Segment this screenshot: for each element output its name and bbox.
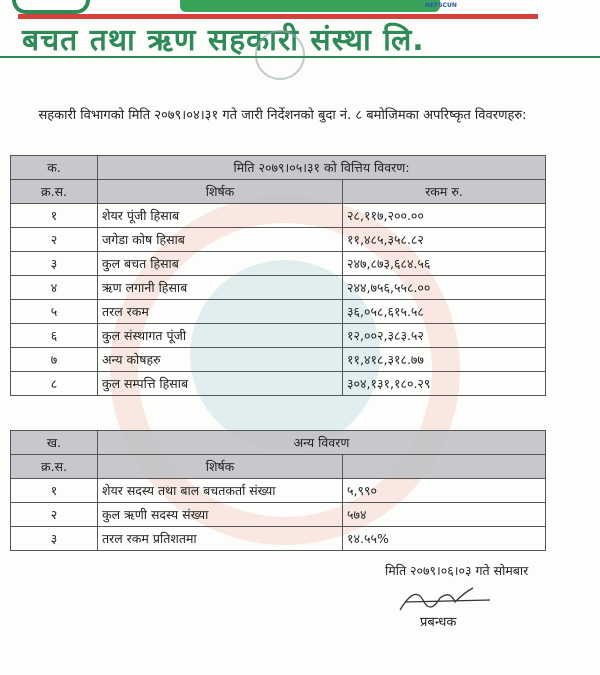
row-sn: २ [10, 502, 98, 527]
table-row: १ शेयर सदस्य तथा बाल बचतकर्ता संख्या ५,९९० [10, 478, 546, 503]
row-value: २४७,८७३,६८४.५६ [342, 251, 546, 276]
row-title: कुल संस्थागत पूंजी [97, 323, 343, 348]
row-title: तरल रकम प्रतिशतमा [97, 526, 343, 551]
row-value: ५७४ [342, 502, 546, 527]
header-value [342, 454, 546, 479]
row-title: ऋण लगानी हिसाब [97, 275, 343, 300]
row-sn: ४ [10, 275, 98, 300]
table-row: ८ कुल सम्पत्ति हिसाब ३०४,१३१,१८०.२९ [10, 371, 546, 396]
row-sn: ५ [10, 299, 98, 324]
table-header-row: क्र.स. शिर्षक रकम रु. [10, 179, 546, 204]
row-sn: ३ [10, 251, 98, 276]
other-details-table: ख. अन्य विवरण क्र.स. शिर्षक १ शेयर सदस्य … [10, 430, 546, 551]
table-title: मिति २०७९।०५।३१ को वित्तिय विवरण: [97, 155, 546, 180]
row-sn: ३ [10, 526, 98, 551]
row-sn: ७ [10, 347, 98, 372]
signature [399, 587, 491, 611]
row-value: ३०४,१३१,१८०.२९ [342, 371, 546, 396]
row-sn: १ [10, 478, 98, 503]
brand-logo-text [180, 0, 440, 12]
table-row: २ जगेडा कोष हिसाब ११,४८५,३५८.८२ [10, 227, 546, 252]
header-title: शिर्षक [97, 454, 343, 479]
row-value: १२,००२,३८३.५२ [342, 323, 546, 348]
financial-statement-table: क. मिति २०७९।०५।३१ को वित्तिय विवरण: क्र… [10, 155, 546, 396]
green-divider [0, 56, 600, 58]
row-value: ११,४१८,३१८.७७ [342, 347, 546, 372]
row-title: जगेडा कोष हिसाब [97, 227, 343, 252]
table-row: ६ कुल संस्थागत पूंजी १२,००२,३८३.५२ [10, 323, 546, 348]
section-label: क. [10, 155, 98, 180]
table-title: अन्य विवरण [97, 430, 546, 455]
header-amount: रकम रु. [342, 179, 546, 204]
header-sn: क्र.स. [10, 454, 98, 479]
table-row: ७ अन्य कोषहरु ११,४१८,३१८.७७ [10, 347, 546, 372]
table-header-row: क्र.स. शिर्षक [10, 454, 546, 479]
row-title: शेयर पूंजी हिसाब [97, 203, 343, 228]
row-title: अन्य कोषहरु [97, 347, 343, 372]
stamp-seal [255, 30, 305, 80]
row-sn: १ [10, 203, 98, 228]
table-row: ३ कुल बचत हिसाब २४७,८७३,६८४.५६ [10, 251, 546, 276]
row-title: तरल रकम [97, 299, 343, 324]
logo-emblem [12, 0, 90, 14]
row-value: २४४,७५६,५५८.०० [342, 275, 546, 300]
table-row: १ शेयर पूंजी हिसाब २८,११७,२००.०० [10, 203, 546, 228]
header-sn: क्र.स. [10, 179, 98, 204]
table-title-row: क. मिति २०७९।०५।३१ को वित्तिय विवरण: [10, 155, 546, 180]
org-name: बचत तथा ऋण सहकारी संस्था लि. [22, 23, 425, 58]
intro-text: सहकारी विभागको मिति २०७९।०४।३१ गते जारी … [38, 108, 527, 123]
row-title: शेयर सदस्य तथा बाल बचतकर्ता संख्या [97, 478, 343, 503]
row-value: ५,९९० [342, 478, 546, 503]
table-row: २ कुल ऋणी सदस्य संख्या ५७४ [10, 502, 546, 527]
row-value: ११,४८५,३५८.८२ [342, 227, 546, 252]
row-sn: ८ [10, 371, 98, 396]
row-title: कुल बचत हिसाब [97, 251, 343, 276]
header-title: शिर्षक [97, 179, 343, 204]
nefscun-logo: NEFSCUN [425, 2, 457, 9]
table-row: ५ तरल रकम ३६,०५८,६१५.५८ [10, 299, 546, 324]
row-value: २८,११७,२००.०० [342, 203, 546, 228]
row-title: कुल सम्पत्ति हिसाब [97, 371, 343, 396]
row-title: कुल ऋणी सदस्य संख्या [97, 502, 343, 527]
row-sn: ६ [10, 323, 98, 348]
table-row: ४ ऋण लगानी हिसाब २४४,७५६,५५८.०० [10, 275, 546, 300]
table-row: ३ तरल रकम प्रतिशतमा १४.५५% [10, 526, 546, 551]
red-divider [18, 14, 538, 19]
section-label: ख. [10, 430, 98, 455]
row-value: ३६,०५८,६१५.५८ [342, 299, 546, 324]
row-sn: २ [10, 227, 98, 252]
signatory-title: प्रबन्धक [420, 615, 457, 630]
row-value: १४.५५% [342, 526, 546, 551]
document-date: मिति २०७९।०६।०३ गते सोमबार [385, 563, 529, 578]
table-title-row: ख. अन्य विवरण [10, 430, 546, 455]
